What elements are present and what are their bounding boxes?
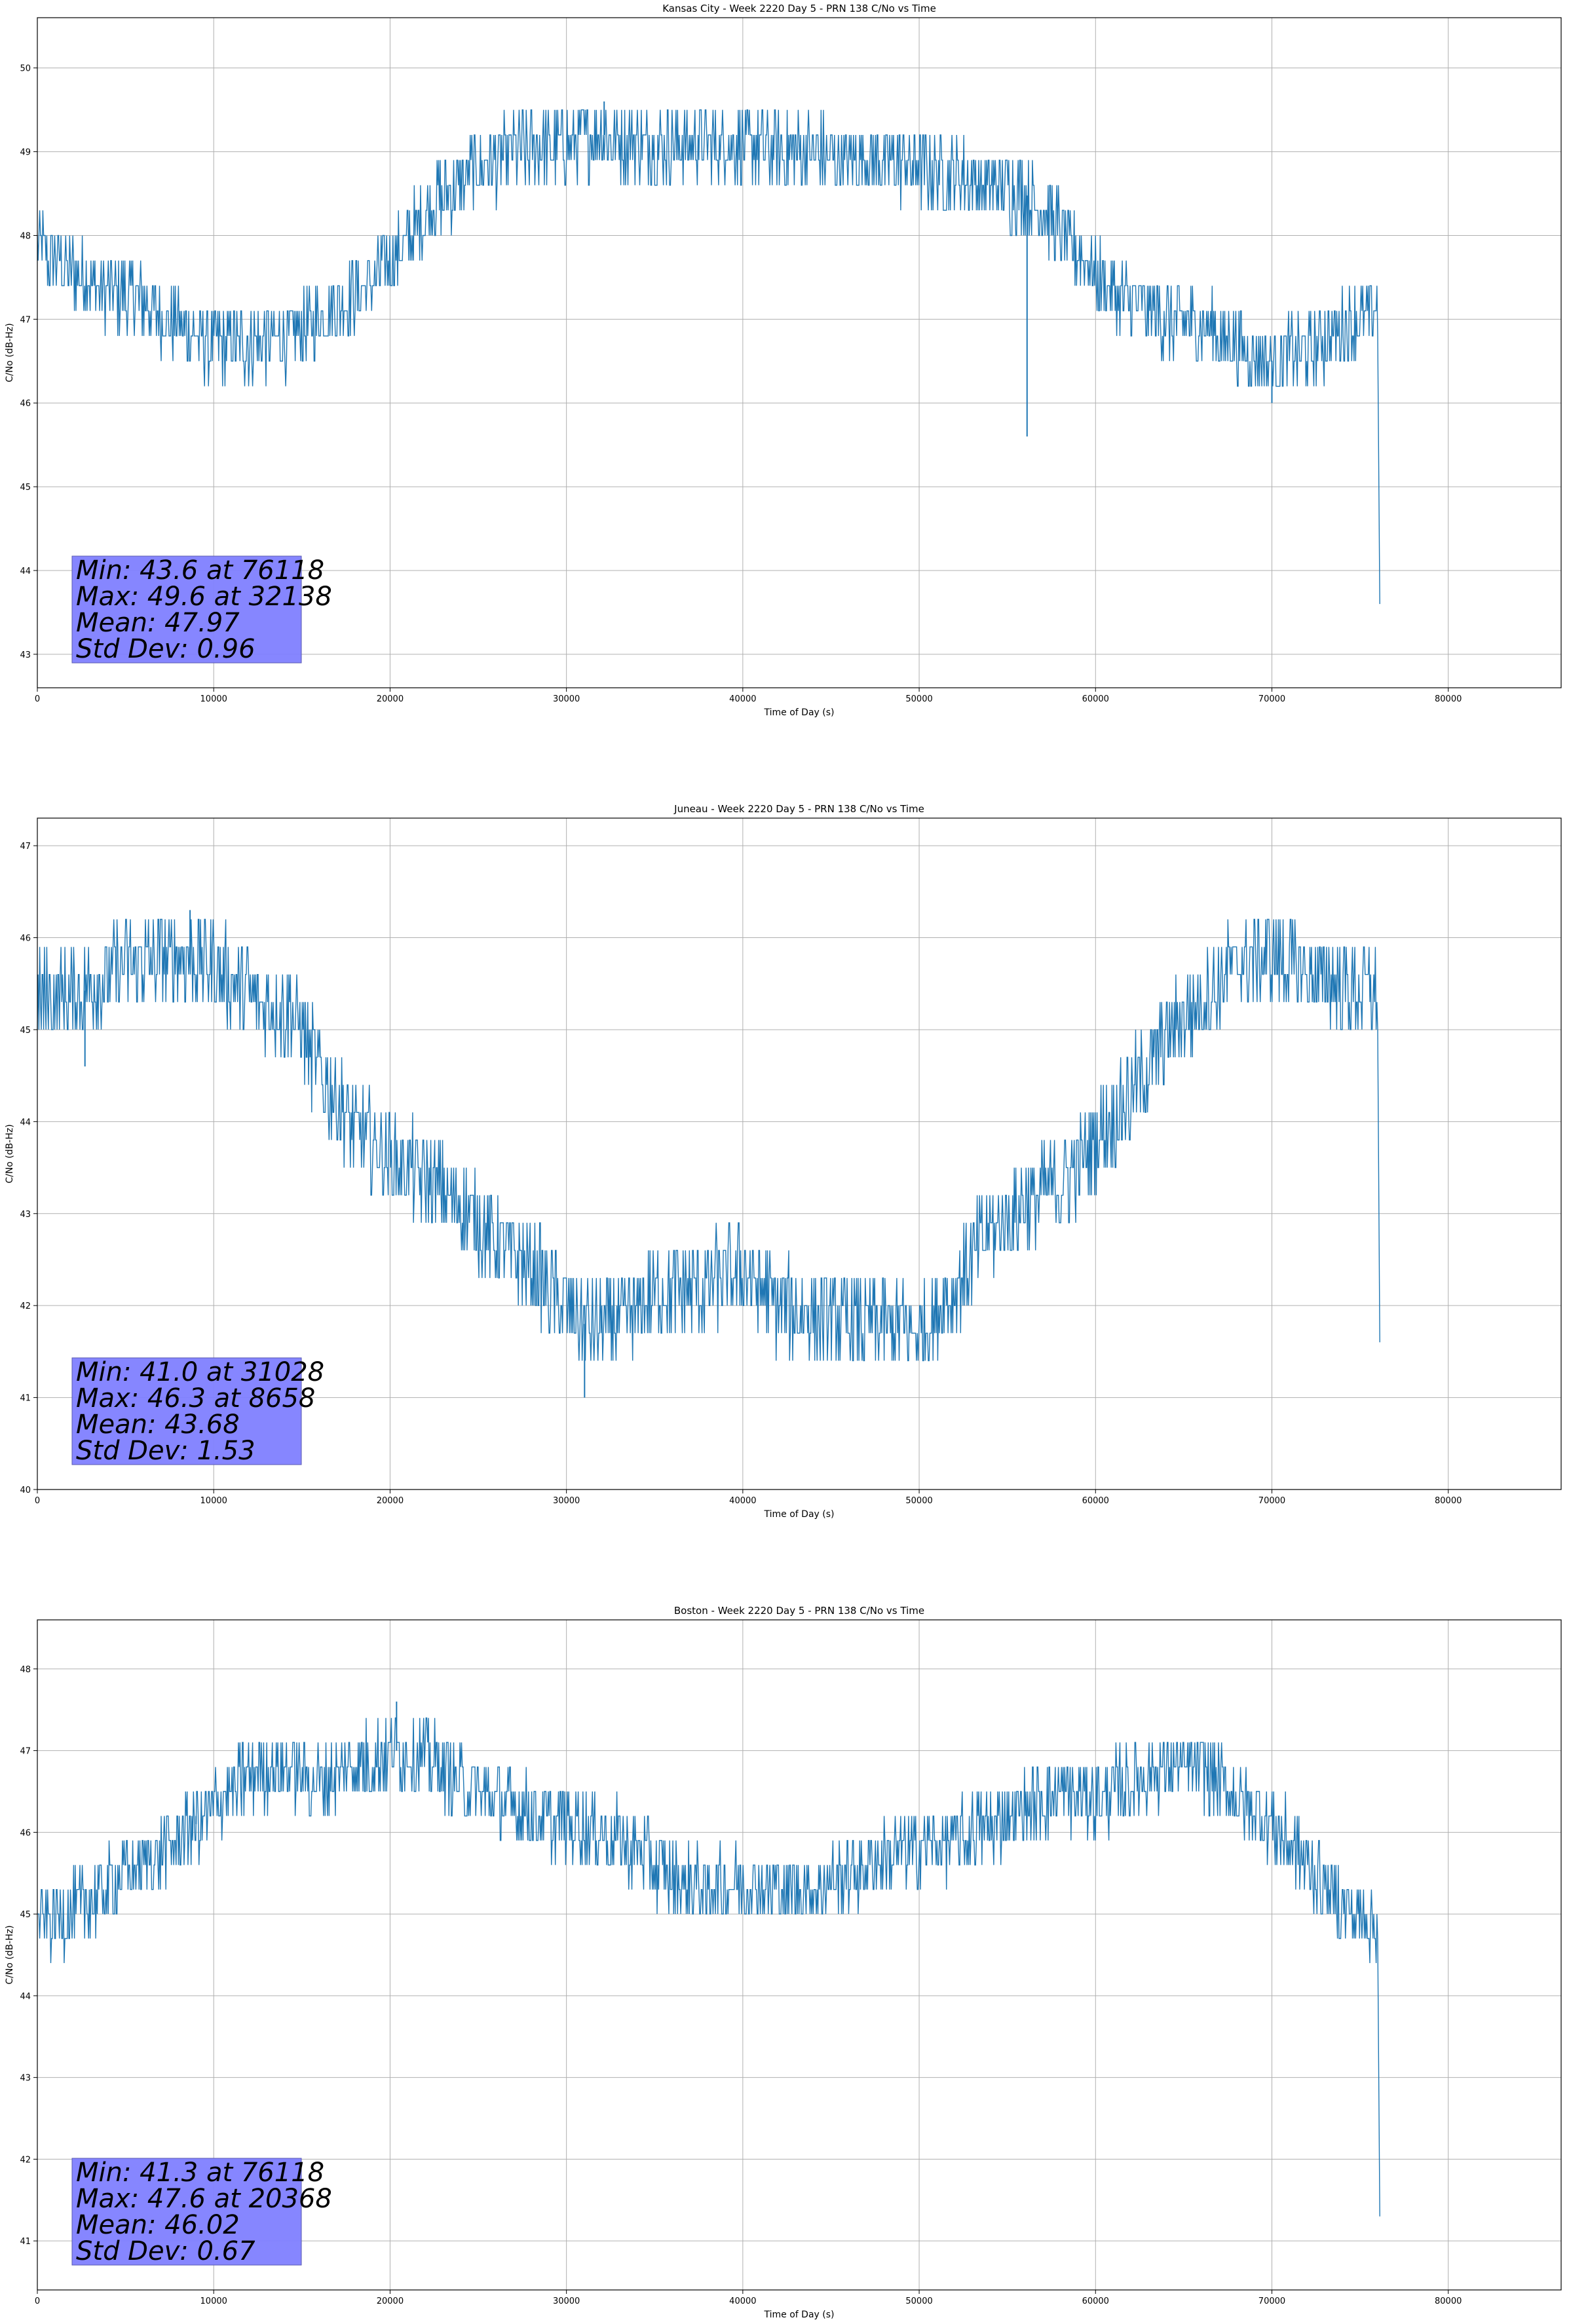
y-tick-label: 44: [20, 567, 31, 576]
x-tick-label: 20000: [377, 1496, 404, 1506]
chart-panel-2: 0 10000 20000 30000 40000 50000 60000 70000 8000…: [5, 803, 1562, 1520]
x-tick-label: 0: [35, 2296, 40, 2306]
y-axis-label: C/No (dB-Hz): [5, 323, 15, 382]
y-tick-label: 42: [20, 2155, 31, 2165]
axes-frame: [37, 1619, 1562, 2291]
axes-frame: [37, 817, 1562, 1490]
x-tick-label: 40000: [729, 2296, 756, 2306]
x-axis-label: Time of Day (s): [764, 707, 835, 718]
y-tick-label: 48: [20, 1665, 31, 1675]
stats-box: [71, 1357, 302, 1465]
x-tick-label: 70000: [1258, 1496, 1285, 1506]
y-tick-label: 46: [20, 934, 31, 944]
y-tick-label: 44: [20, 1117, 31, 1127]
y-tick-label: 45: [20, 483, 31, 493]
y-tick-label: 42: [20, 1302, 31, 1311]
chart-title: Juneau - Week 2220 Day 5 - PRN 138 C/No …: [673, 803, 924, 815]
y-axis-label: C/No (dB-Hz): [5, 1925, 15, 1984]
x-tick-label: 70000: [1258, 2296, 1285, 2306]
y-tick-label: 41: [20, 2237, 31, 2247]
x-tick-label: 60000: [1082, 694, 1109, 704]
y-tick-label: 47: [20, 315, 31, 325]
x-tick-label: 40000: [729, 694, 756, 704]
chart-panel-3: 0 10000 20000 30000 40000 50000 60000 70000 8000…: [5, 1605, 1562, 2320]
x-tick-label: 60000: [1082, 1496, 1109, 1506]
x-tick-label: 70000: [1258, 694, 1285, 704]
stats-line: Mean: 46.02: [76, 2210, 240, 2240]
y-tick-label: 50: [20, 64, 31, 74]
y-tick-label: 47: [20, 1747, 31, 1757]
stats-line: Min: 41.0 at 31028: [76, 1357, 324, 1387]
axes-frame: [37, 17, 1562, 688]
x-tick-label: 30000: [553, 2296, 580, 2306]
stats-line: Mean: 43.68: [76, 1410, 240, 1440]
x-tick-label: 10000: [200, 694, 227, 704]
x-tick-label: 0: [35, 694, 40, 704]
series-line: [37, 918, 1380, 1362]
y-tick-label: 43: [20, 650, 31, 660]
y-axis-label: C/No (dB-Hz): [5, 1124, 15, 1183]
stats-box: [71, 555, 302, 664]
y-tick-label: 41: [20, 1394, 31, 1404]
stats-line: Std Dev: 1.53: [76, 1436, 255, 1466]
stats-line: Std Dev: 0.96: [76, 634, 255, 664]
stats-line: Mean: 47.97: [76, 608, 240, 638]
stats-line: Min: 43.6 at 76118: [76, 555, 324, 586]
chart-title: Boston - Week 2220 Day 5 - PRN 138 C/No …: [674, 1605, 924, 1617]
x-tick-label: 80000: [1435, 1496, 1462, 1506]
x-tick-label: 10000: [200, 1496, 227, 1506]
series-line: [37, 1717, 1380, 2217]
x-tick-label: 50000: [905, 694, 932, 704]
y-tick-label: 46: [20, 1828, 31, 1838]
series-line: [37, 109, 1380, 605]
chart-panel-1: 0 10000 20000 30000 40000 50000 60000 70000 8000…: [5, 3, 1562, 718]
stats-line: Max: 46.3 at 8658: [76, 1383, 315, 1414]
chart-title: Kansas City - Week 2220 Day 5 - PRN 138 …: [662, 3, 936, 14]
x-tick-label: 20000: [377, 2296, 404, 2306]
y-tick-label: 49: [20, 148, 31, 158]
y-tick-label: 45: [20, 1910, 31, 1920]
x-tick-label: 80000: [1435, 2296, 1462, 2306]
x-tick-label: 50000: [905, 2296, 932, 2306]
y-tick-label: 47: [20, 842, 31, 852]
stats-line: Max: 49.6 at 32138: [76, 582, 332, 612]
y-tick-label: 45: [20, 1026, 31, 1036]
x-tick-label: 30000: [553, 1496, 580, 1506]
x-tick-label: 30000: [553, 694, 580, 704]
y-tick-label: 40: [20, 1486, 31, 1495]
x-tick-label: 80000: [1435, 694, 1462, 704]
y-tick-label: 43: [20, 1210, 31, 1220]
x-axis-label: Time of Day (s): [764, 1509, 835, 1520]
stats-line: Max: 47.6 at 20368: [76, 2184, 332, 2214]
stats-line: Min: 41.3 at 76118: [76, 2158, 324, 2188]
y-tick-label: 43: [20, 2074, 31, 2084]
x-tick-label: 10000: [200, 2296, 227, 2306]
x-tick-label: 20000: [377, 694, 404, 704]
stats-line: Std Dev: 0.67: [76, 2236, 255, 2266]
x-tick-label: 50000: [905, 1496, 932, 1506]
x-axis-label: Time of Day (s): [764, 2310, 835, 2320]
x-tick-label: 60000: [1082, 2296, 1109, 2306]
x-tick-label: 0: [35, 1496, 40, 1506]
y-tick-label: 44: [20, 1992, 31, 2002]
stats-box: [71, 2158, 302, 2266]
y-tick-label: 46: [20, 399, 31, 409]
x-tick-label: 40000: [729, 1496, 756, 1506]
y-tick-label: 48: [20, 231, 31, 241]
